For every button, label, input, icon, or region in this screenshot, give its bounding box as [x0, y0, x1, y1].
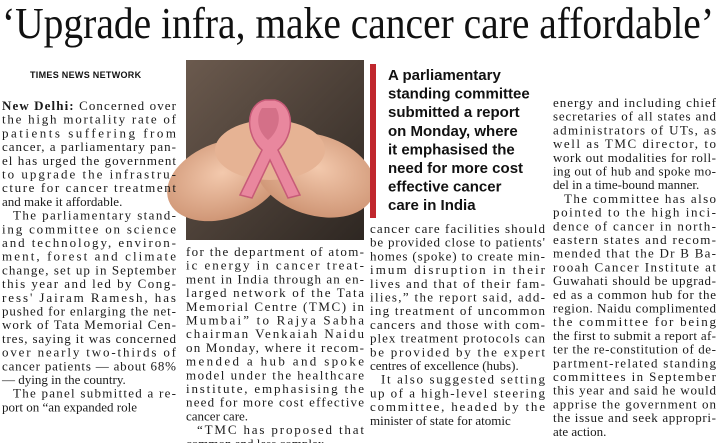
body-line: and make it affordable.	[2, 194, 122, 209]
body-line: institute, emphasising the	[186, 381, 364, 396]
body-line: on Monday, where it recom-	[186, 340, 364, 355]
body-line: mended that the Dr B Ba-	[553, 246, 716, 261]
body-line: ing out of hub and spoke mo-	[553, 164, 716, 179]
body-line: secretaries of all states and	[553, 109, 717, 124]
dateline: New Delhi:	[2, 98, 74, 113]
body-line: this year and said he would	[553, 383, 717, 398]
body-line: ate action.	[553, 424, 606, 439]
body-line: It also suggested setting	[381, 372, 546, 387]
body-line: cancers and those with com-	[370, 317, 545, 332]
body-line: administrators of UTs, as	[553, 122, 716, 137]
body-line: ing treatment of uncommon	[370, 303, 546, 318]
body-line: ed as a common hub for the	[553, 287, 716, 302]
body-line: be provided close to patients'	[370, 235, 545, 250]
headline: ‘Upgrade infra, make cancer care afforda…	[2, 0, 714, 48]
pull-quote-line: submitted a report	[388, 104, 520, 121]
body-line: over nearly two-thirds of	[2, 345, 177, 360]
body-line: work out modalities for roll-	[553, 150, 716, 165]
body-line: the high mortality rate of	[2, 112, 177, 127]
body-line: common and less complex	[186, 436, 325, 443]
body-line: be provided by the expert	[370, 344, 545, 359]
body-line: and technology, environ-	[2, 235, 176, 250]
body-line: centres of excellence (hubs).	[370, 358, 519, 373]
byline: TIMES NEWS NETWORK	[30, 70, 142, 80]
body-line: cancer, a parliamentary pan-	[2, 139, 176, 154]
body-line: well as TMC director, to	[553, 136, 716, 151]
body-line: committees in September	[553, 369, 717, 384]
body-line: ic energy in cancer treat-	[186, 258, 364, 273]
body-line: partment-related standing	[553, 355, 717, 370]
body-line: tres, saying it was concerned	[2, 331, 177, 346]
pull-quote-line: on Monday, where	[388, 123, 518, 140]
body-line: for the department of atom-	[186, 244, 364, 259]
body-line: plex treatment protocols can	[370, 331, 546, 346]
pull-quote-line: need for more cost	[388, 160, 523, 177]
body-line: The parliamentary stand-	[13, 208, 176, 223]
body-line: ment in India through an en-	[186, 271, 364, 286]
pull-quote-line: it emphasised the	[388, 141, 515, 158]
body-line: New Delhi: Concerned over	[2, 98, 177, 113]
pull-quote-line: standing committee	[388, 86, 530, 103]
body-line: region. Naidu complimented	[553, 301, 717, 316]
body-line: minister of state for atomic	[370, 413, 511, 428]
body-line: larged network of the Tata	[186, 285, 364, 300]
body-line: “TMC has proposed that	[197, 422, 364, 437]
body-line: change, set up in September	[2, 262, 177, 277]
body-line: up of a high-level steering	[370, 385, 546, 400]
body-line: need for more cost effective	[186, 395, 364, 410]
pull-quote-line: care in India	[388, 197, 476, 214]
body-line: energy and including chief	[553, 95, 717, 110]
body-line: Guwahati should be upgrad-	[553, 273, 716, 288]
body-line: homes (spoke) to create min-	[370, 248, 545, 263]
body-line: el has urged the government	[2, 153, 176, 168]
body-text: Concerned over	[75, 98, 177, 113]
body-line: the first to submit a report af-	[553, 328, 716, 343]
body-line: ress' Jairam Ramesh, has	[2, 290, 176, 305]
body-line: ilies,” the report said, add-	[370, 290, 545, 305]
body-line: the issue and seek appropri-	[553, 410, 716, 425]
body-line: cancer patients — about 68%	[2, 358, 176, 373]
body-line: lives and that of their fam-	[370, 276, 545, 291]
body-line: cancer care.	[186, 408, 248, 423]
body-line: The panel submitted a re-	[13, 386, 176, 401]
body-line: del in a time-bound manner.	[553, 177, 699, 192]
body-line: chairman Venkaiah Naidu	[186, 326, 365, 341]
body-line: work of Tata Memorial Cen-	[2, 317, 176, 332]
body-line: — dying in the country.	[1, 372, 126, 387]
body-line: rooah Cancer Institute at	[553, 259, 716, 274]
body-line: cancer care facilities should	[370, 221, 546, 236]
body-line: pushed for enlarging the net-	[2, 304, 176, 319]
pull-quote-line: effective cancer	[388, 179, 502, 196]
body-line: model under the healthcare	[186, 367, 364, 382]
body-line: eastern states and recom-	[553, 232, 716, 247]
body-line: port on “an expanded role	[2, 399, 137, 414]
body-line: ter the re-constitution of de-	[553, 342, 716, 357]
quote-bar	[370, 64, 376, 218]
pull-quote-line: A parliamentary	[388, 67, 501, 84]
photo	[167, 60, 376, 240]
body-line: The committee has also	[564, 191, 716, 206]
body-line: apprise the government on	[553, 396, 717, 411]
